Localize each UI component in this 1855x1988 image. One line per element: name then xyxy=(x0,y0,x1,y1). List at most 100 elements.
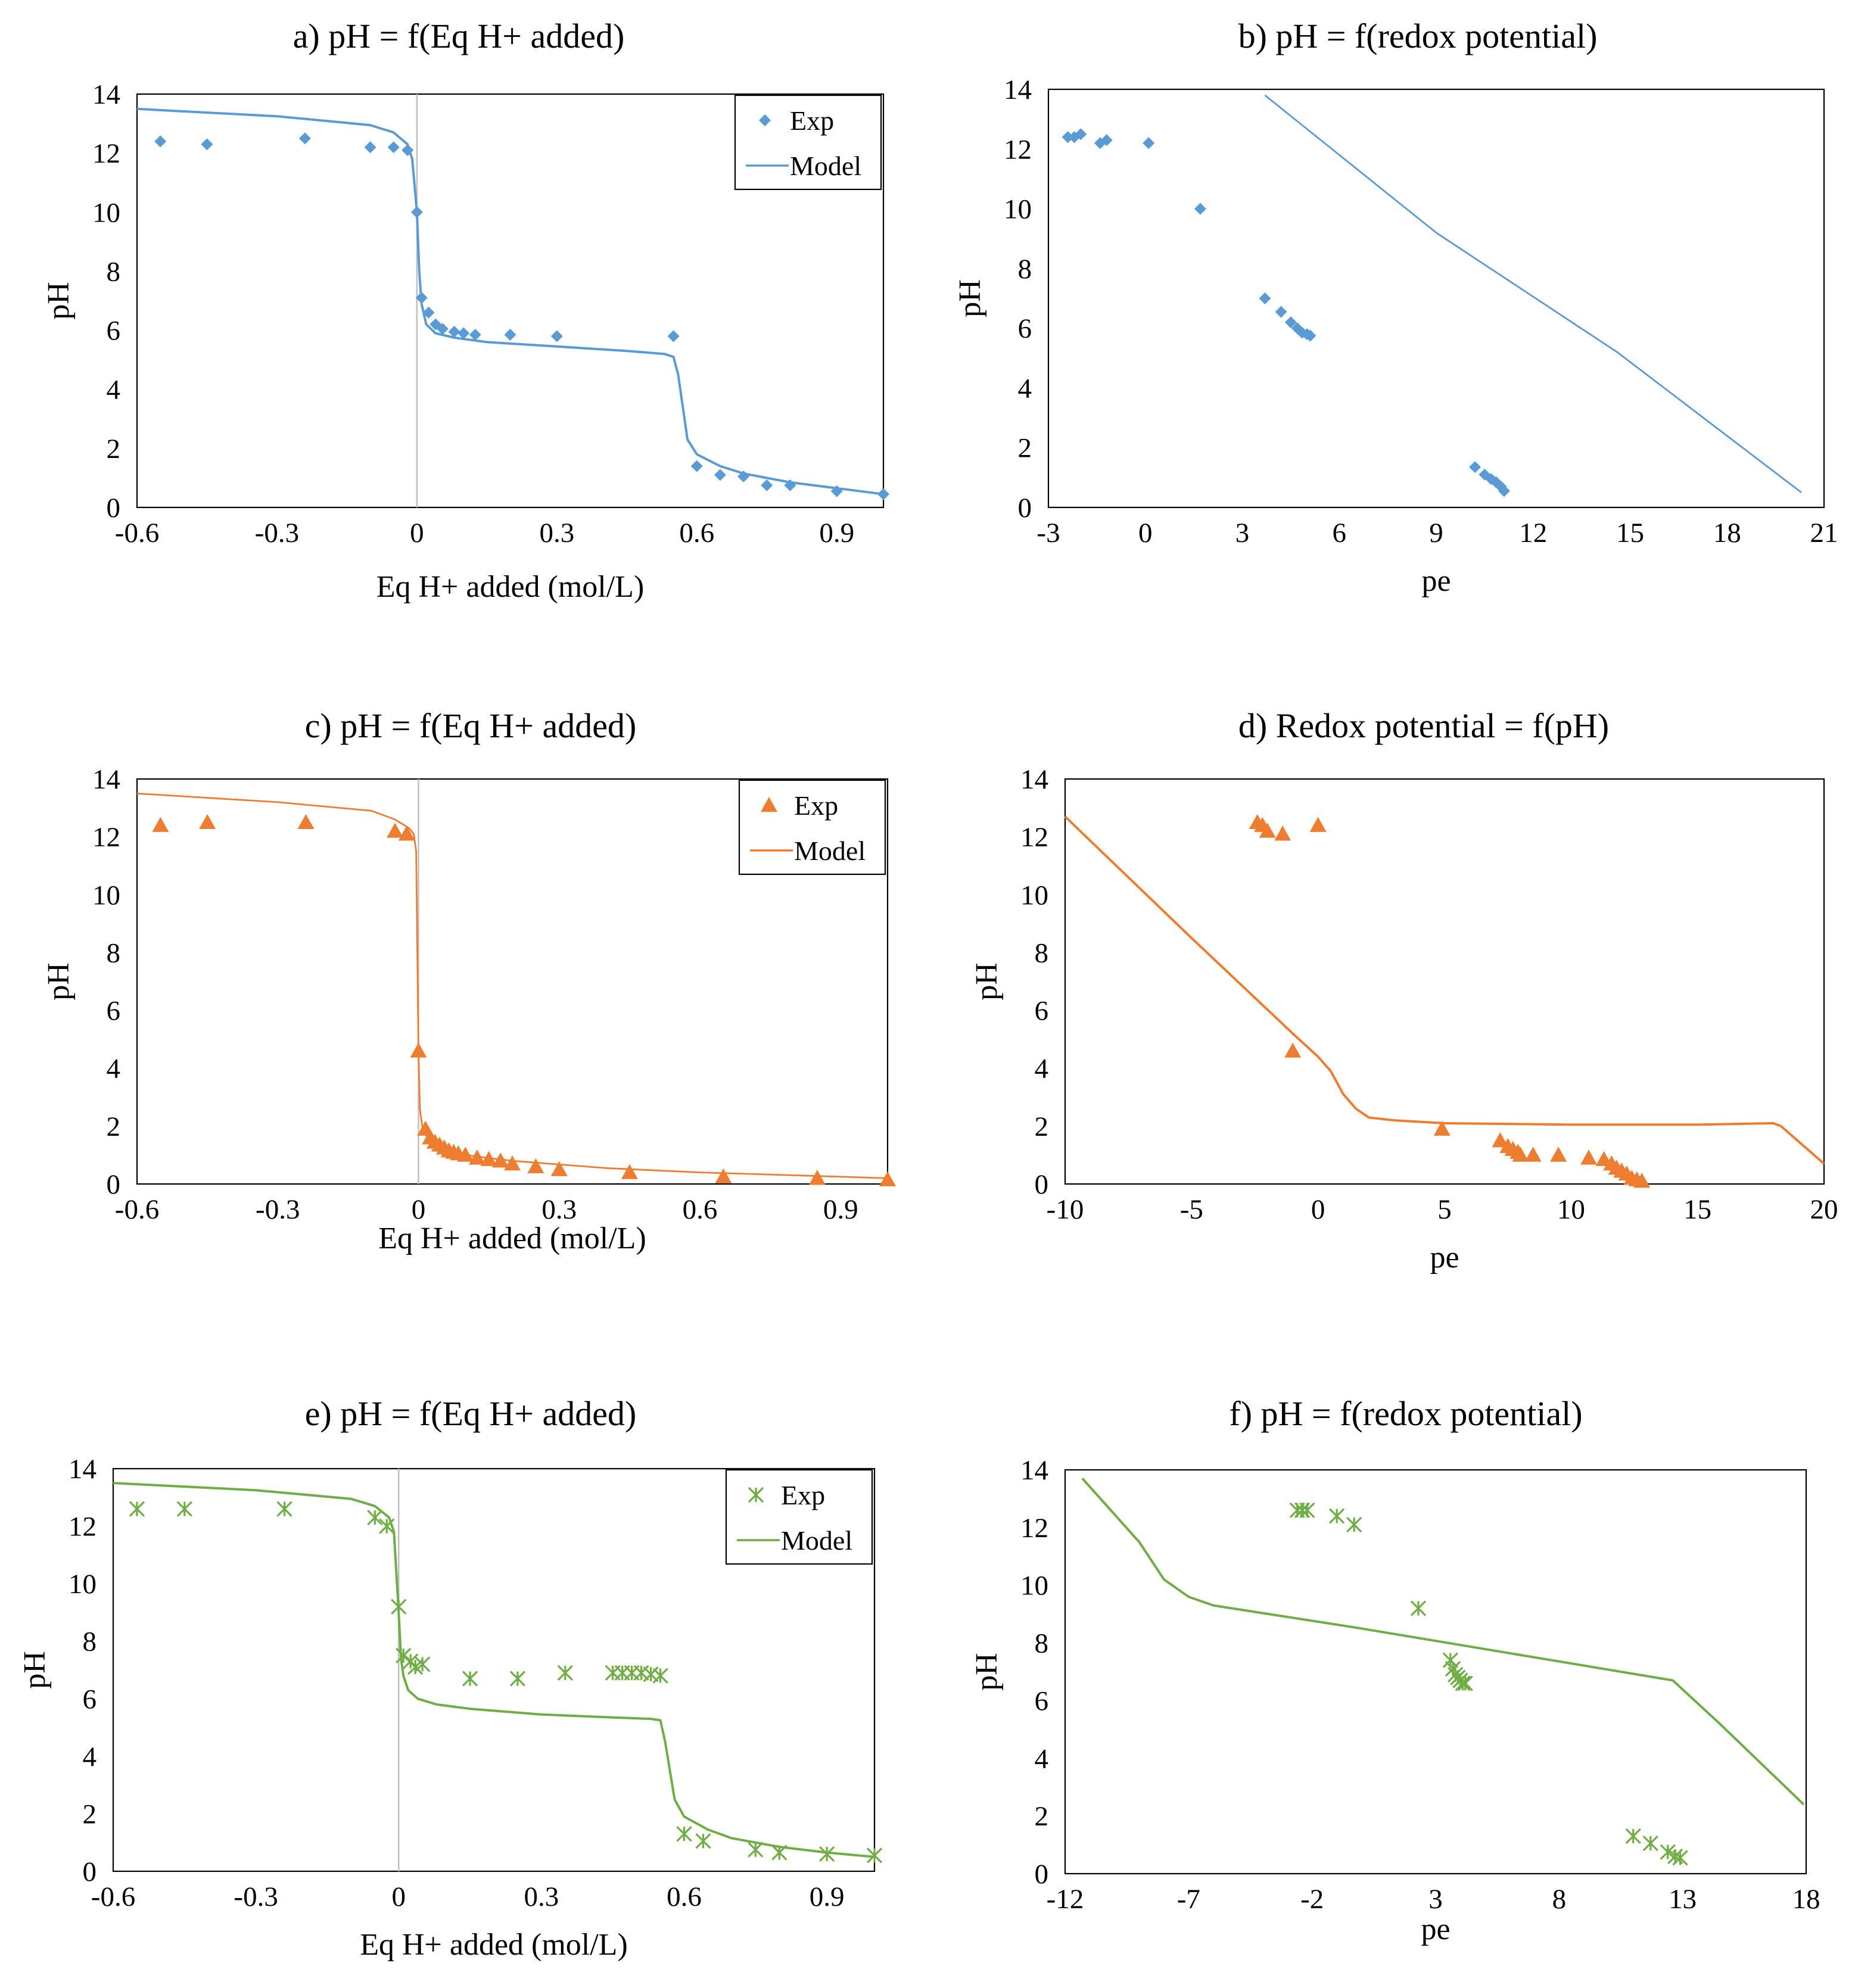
data-point xyxy=(1498,485,1510,497)
y-tick-label: 0 xyxy=(107,1169,121,1200)
y-tick-label: 0 xyxy=(107,493,121,524)
plot-frame xyxy=(1064,778,1825,1185)
x-axis-label: Eq H+ added (mol/L) xyxy=(378,1222,646,1255)
y-tick-label: 8 xyxy=(107,937,121,968)
x-tick-label: 0.6 xyxy=(667,1881,702,1912)
x-tick-label: -0.6 xyxy=(91,1881,135,1912)
y-tick-label: 6 xyxy=(1035,1685,1049,1716)
data-point xyxy=(527,1158,544,1174)
data-point xyxy=(748,1841,764,1858)
y-axis-label: pH xyxy=(42,282,76,320)
data-point xyxy=(398,825,415,841)
y-tick-label: 10 xyxy=(1020,1571,1048,1601)
y-axis-label: pH xyxy=(953,279,987,317)
data-point xyxy=(1672,1850,1688,1866)
data-point xyxy=(422,306,435,319)
chart-title: f) pH = f(redox potential) xyxy=(1229,1394,1582,1433)
y-tick-label: 10 xyxy=(92,880,120,911)
x-tick-label: 0 xyxy=(392,1881,406,1912)
data-point xyxy=(457,327,470,339)
y-tick-label: 14 xyxy=(92,764,120,795)
y-tick-label: 6 xyxy=(83,1684,97,1715)
data-point xyxy=(1410,1600,1427,1616)
data-point xyxy=(176,1501,192,1517)
plot-frame xyxy=(1064,1469,1807,1875)
chart-title: b) pH = f(redox potential) xyxy=(1238,17,1598,55)
x-tick-label: -3 xyxy=(1037,518,1060,549)
x-tick-label: 18 xyxy=(1792,1884,1820,1915)
x-tick-label: 0.9 xyxy=(819,518,854,549)
data-point xyxy=(379,1518,395,1534)
chart-e: e) pH = f(Eq H+ added) -0.6 -0.3 0 0.3 0.6 0.9… xyxy=(18,1394,883,1962)
legend-model-label: Model xyxy=(790,151,861,181)
y-tick-label: 12 xyxy=(1004,134,1032,165)
y-axis-label: pH xyxy=(970,1653,1004,1691)
x-tick-label: 10 xyxy=(1557,1194,1585,1225)
y-tick-label: 6 xyxy=(1035,996,1049,1027)
x-tick-label: 20 xyxy=(1810,1194,1838,1225)
x-tick-label: 0.9 xyxy=(810,1881,845,1912)
y-axis-label: pH xyxy=(18,1651,52,1689)
data-point xyxy=(1075,128,1087,141)
data-point xyxy=(1100,134,1113,147)
legend-exp-label: Exp xyxy=(794,790,838,821)
chart-a: a) pH = f(Eq H+ added) -0.6 -0.3 0 0.3 0.6 0.9… xyxy=(42,17,889,604)
x-tick-label: 3 xyxy=(1428,1884,1443,1915)
chart-d: d) Redox potential = f(pH) -10 -5 0 5 10 15 20 0… xyxy=(970,706,1838,1275)
legend-box xyxy=(734,94,882,191)
data-point xyxy=(771,1844,788,1861)
plot-frame xyxy=(136,93,885,509)
data-point xyxy=(1309,817,1327,832)
legend-model-label: Model xyxy=(794,836,866,866)
x-tick-label: -0.6 xyxy=(115,1194,159,1225)
data-point xyxy=(1550,1146,1567,1162)
data-point xyxy=(1304,329,1316,342)
data-point xyxy=(492,1152,509,1168)
y-tick-label: 4 xyxy=(1035,1743,1049,1774)
data-point xyxy=(715,1168,732,1184)
y-axis-label: pH xyxy=(970,962,1004,1001)
data-point xyxy=(468,1149,485,1165)
data-point xyxy=(391,1598,407,1615)
x-tick-label: 3 xyxy=(1235,518,1250,549)
data-point xyxy=(401,144,414,157)
data-point xyxy=(480,1151,497,1166)
y-tick-label: 6 xyxy=(1018,313,1032,344)
data-point xyxy=(1580,1149,1598,1165)
data-point xyxy=(364,141,376,154)
data-point xyxy=(462,1671,478,1687)
data-point xyxy=(866,1847,883,1864)
model-line xyxy=(1064,815,1825,1165)
x-axis-label: pe xyxy=(1421,1912,1450,1946)
y-tick-label: 2 xyxy=(1035,1111,1049,1142)
y-tick-label: 0 xyxy=(83,1856,97,1887)
data-point xyxy=(550,1161,568,1176)
y-tick-label: 10 xyxy=(1020,880,1048,911)
x-axis-label: Eq H+ added (mol/L) xyxy=(360,1928,628,1962)
y-tick-label: 8 xyxy=(1018,254,1032,285)
data-point xyxy=(737,470,750,482)
y-tick-label: 14 xyxy=(69,1454,97,1485)
chart-title: c) pH = f(Eq H+ added) xyxy=(305,706,637,745)
legend-exp-label: Exp xyxy=(781,1480,825,1510)
y-tick-label: 4 xyxy=(1035,1054,1049,1085)
data-point xyxy=(1457,1675,1473,1691)
data-point xyxy=(1469,461,1481,473)
x-tick-label: 0.3 xyxy=(539,518,574,549)
data-point xyxy=(1299,1502,1315,1518)
x-tick-label: 0 xyxy=(412,1194,426,1225)
x-tick-label: -0.3 xyxy=(255,518,299,549)
chart-title: a) pH = f(Eq H+ added) xyxy=(293,17,625,55)
legend-exp-marker xyxy=(748,1487,764,1503)
x-tick-label: 0 xyxy=(1138,518,1153,549)
legend-exp-label: Exp xyxy=(790,105,834,136)
data-point xyxy=(1194,202,1206,215)
y-tick-label: 4 xyxy=(107,1054,121,1085)
x-tick-label: 0.6 xyxy=(683,1194,718,1225)
y-tick-label: 14 xyxy=(1004,74,1032,105)
data-point xyxy=(667,330,680,342)
plot-frame xyxy=(112,1467,876,1872)
x-axis-label: Eq H+ added (mol/L) xyxy=(376,570,645,604)
x-tick-label: 21 xyxy=(1810,518,1838,549)
